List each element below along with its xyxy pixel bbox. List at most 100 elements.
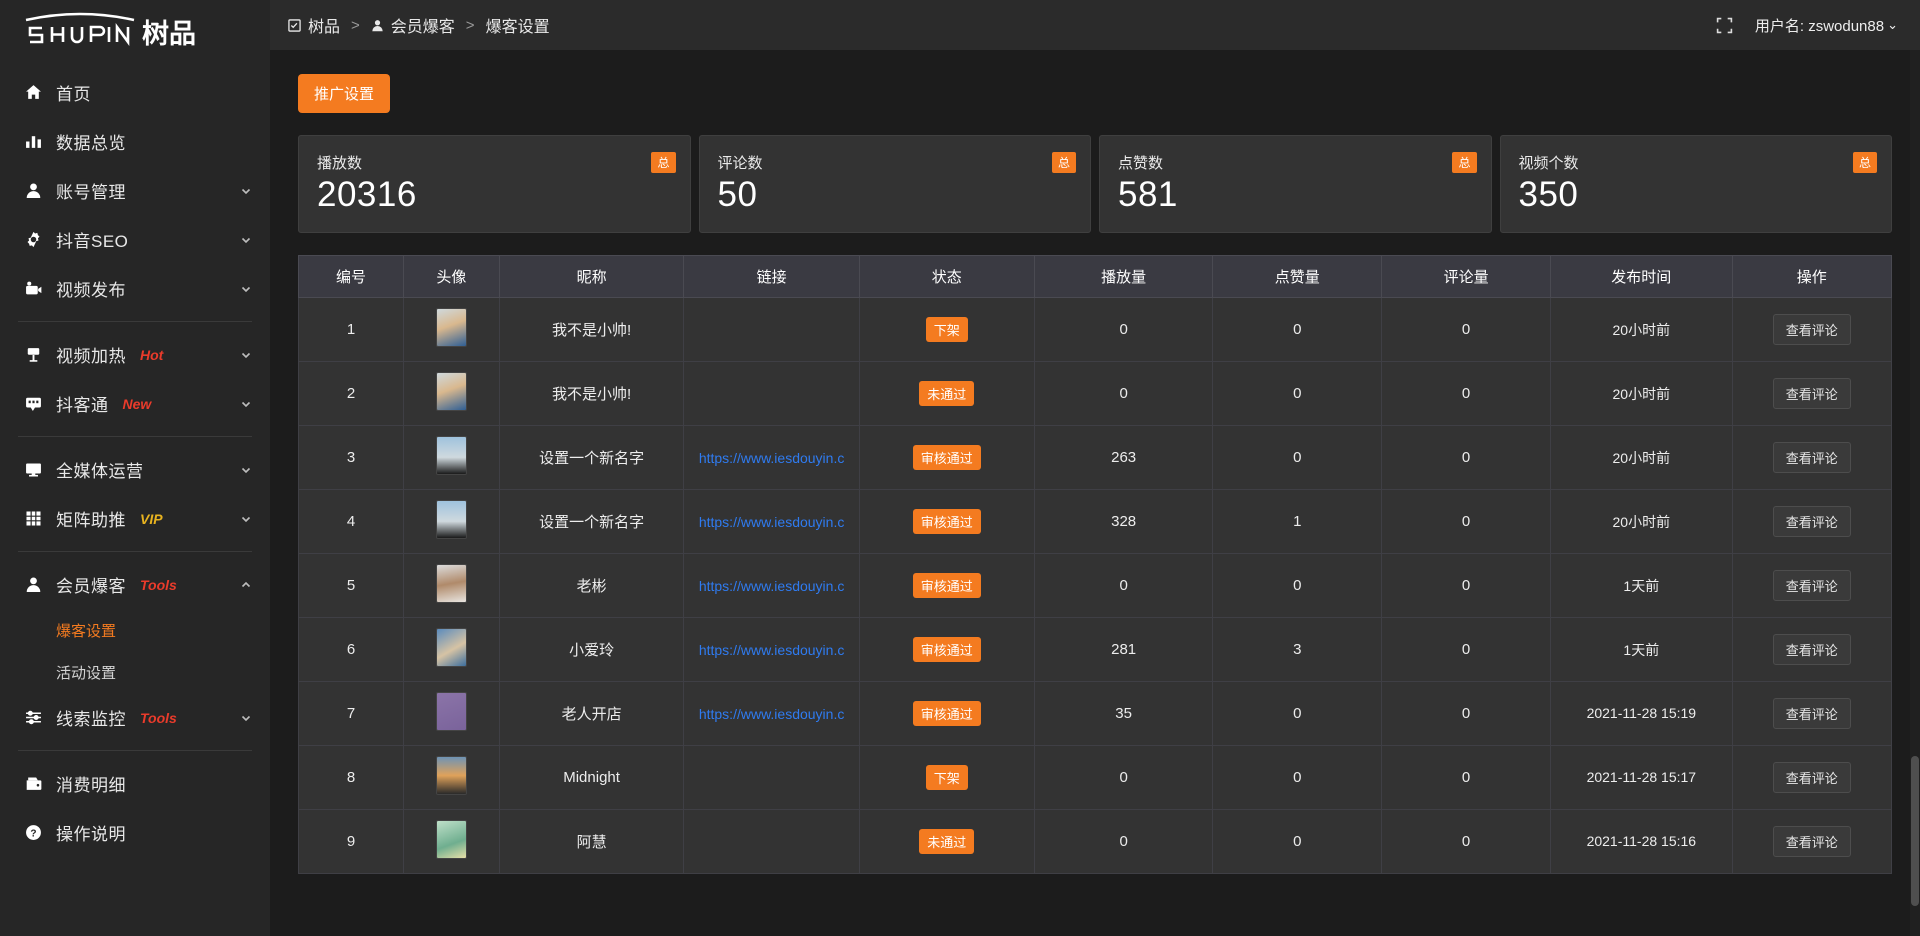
column-header-avatar[interactable]: 头像 <box>403 255 500 298</box>
cell-link[interactable]: https://www.iesdouyin.c <box>683 681 860 746</box>
user-menu[interactable]: 用户名: zswodun88 ⌄ <box>1755 15 1898 36</box>
cell-action[interactable]: 查看评论 <box>1731 297 1893 362</box>
view-comments-button[interactable]: 查看评论 <box>1772 826 1851 857</box>
cell-status: 审核通过 <box>858 425 1035 490</box>
column-header-action[interactable]: 操作 <box>1731 255 1893 298</box>
brand-logo[interactable]: 树品 <box>0 0 270 60</box>
column-header-status[interactable]: 状态 <box>858 255 1035 298</box>
sidebar-item-tag: Hot <box>140 346 164 363</box>
sidebar-subitem-activity-settings[interactable]: 活动设置 <box>0 651 270 693</box>
table-row: 4 设置一个新名字 https://www.iesdouyin.c 审核通过 328 1 0… <box>297 489 1893 554</box>
cell-action[interactable]: 查看评论 <box>1731 617 1893 682</box>
stat-card-title: 视频个数 <box>1518 155 1579 172</box>
publish-time: 20小时前 <box>1612 385 1671 402</box>
view-comments-button[interactable]: 查看评论 <box>1772 378 1851 409</box>
cell-status: 未通过 <box>858 361 1035 426</box>
stat-card-value: 50 <box>717 175 758 214</box>
video-link[interactable]: https://www.iesdouyin.c <box>698 577 845 594</box>
cell-comments: 0 <box>1381 297 1552 362</box>
home-icon <box>22 84 44 101</box>
scrollbar-thumb[interactable] <box>1911 756 1919 906</box>
breadcrumb-item-root[interactable]: 树品 <box>288 13 340 37</box>
cell-action[interactable]: 查看评论 <box>1731 425 1893 490</box>
sidebar-item-omnimedia[interactable]: 全媒体运营 <box>0 445 270 494</box>
breadcrumb-label: 树品 <box>308 19 341 36</box>
cell-avatar <box>403 425 500 490</box>
cell-plays: 0 <box>1033 809 1214 874</box>
wallet-icon <box>22 775 44 792</box>
sidebar-item-video-publish[interactable]: 视频发布 <box>0 264 270 313</box>
publish-time: 2021-11-28 15:17 <box>1586 769 1697 785</box>
cell-status: 审核通过 <box>858 553 1035 618</box>
cell-avatar <box>403 681 500 746</box>
cell-plays: 0 <box>1033 297 1214 362</box>
view-comments-button[interactable]: 查看评论 <box>1772 698 1851 729</box>
chart-bar-icon <box>22 133 44 150</box>
status-badge: 审核通过 <box>912 637 981 662</box>
stat-card-likes: 点赞数 581 总 <box>1099 135 1492 233</box>
sidebar-subitem-baoke-settings[interactable]: 爆客设置 <box>0 609 270 651</box>
view-comments-button[interactable]: 查看评论 <box>1772 570 1851 601</box>
column-header-likes[interactable]: 点赞量 <box>1212 255 1383 298</box>
sidebar-item-consumption-details[interactable]: 消费明细 <box>0 759 270 808</box>
video-link[interactable]: https://www.iesdouyin.c <box>698 705 845 722</box>
column-header-time[interactable]: 发布时间 <box>1550 255 1733 298</box>
sidebar-item-douyin-seo[interactable]: 抖音SEO <box>0 215 270 264</box>
fullscreen-icon[interactable] <box>1716 17 1733 34</box>
avatar <box>435 820 467 859</box>
cell-id: 9 <box>297 809 405 874</box>
column-header-link[interactable]: 链接 <box>683 255 860 298</box>
view-comments-button[interactable]: 查看评论 <box>1772 762 1851 793</box>
view-comments-button[interactable]: 查看评论 <box>1772 314 1851 345</box>
sidebar-item-video-boost[interactable]: 视频加热 Hot <box>0 330 270 379</box>
sidebar-item-label: 抖音SEO <box>56 232 129 251</box>
video-link[interactable]: https://www.iesdouyin.c <box>698 449 845 466</box>
publish-time: 2021-11-28 15:16 <box>1586 833 1697 849</box>
cell-link[interactable]: https://www.iesdouyin.c <box>683 617 860 682</box>
sidebar-item-member-baoke[interactable]: 会员爆客 Tools <box>0 560 270 609</box>
chevron-down-icon <box>240 185 252 197</box>
cell-likes: 3 <box>1212 617 1383 682</box>
view-comments-button[interactable]: 查看评论 <box>1772 442 1851 473</box>
sliders-icon <box>22 709 44 726</box>
stat-cards: 播放数 20316 总 评论数 50 总 点赞数 581 总 视频个数 350 <box>298 135 1892 233</box>
cell-action[interactable]: 查看评论 <box>1731 809 1893 874</box>
stat-card-plays: 播放数 20316 总 <box>298 135 691 233</box>
member-icon <box>371 19 384 32</box>
column-header-plays[interactable]: 播放量 <box>1033 255 1214 298</box>
column-header-nick[interactable]: 昵称 <box>498 255 685 298</box>
sidebar-item-instructions[interactable]: ? 操作说明 <box>0 808 270 857</box>
video-link[interactable]: https://www.iesdouyin.c <box>698 513 845 530</box>
cell-action[interactable]: 查看评论 <box>1731 745 1893 810</box>
cell-status: 审核通过 <box>858 617 1035 682</box>
promo-settings-button[interactable]: 推广设置 <box>298 74 391 113</box>
sidebar-item-home[interactable]: 首页 <box>0 68 270 117</box>
sidebar-item-lead-monitor[interactable]: 线索监控 Tools <box>0 693 270 742</box>
cell-link[interactable]: https://www.iesdouyin.c <box>683 489 860 554</box>
sidebar-item-matrix-boost[interactable]: 矩阵助推 VIP <box>0 494 270 543</box>
column-header-comments[interactable]: 评论量 <box>1381 255 1552 298</box>
status-badge: 未通过 <box>919 829 975 854</box>
table-row: 6 小爱玲 https://www.iesdouyin.c 审核通过 281 3 0 1天前 查… <box>297 617 1893 682</box>
cell-time: 20小时前 <box>1550 425 1733 490</box>
page-scrollbar[interactable] <box>1910 50 1920 936</box>
cell-action[interactable]: 查看评论 <box>1731 361 1893 426</box>
cell-action[interactable]: 查看评论 <box>1731 489 1893 554</box>
sidebar-item-data-overview[interactable]: 数据总览 <box>0 117 270 166</box>
column-header-id[interactable]: 编号 <box>297 255 405 298</box>
video-link[interactable]: https://www.iesdouyin.c <box>698 641 845 658</box>
cell-action[interactable]: 查看评论 <box>1731 681 1893 746</box>
sidebar-item-douketong[interactable]: 抖客通 New <box>0 379 270 428</box>
grid-icon <box>22 510 44 527</box>
user-icon <box>22 182 44 199</box>
view-comments-button[interactable]: 查看评论 <box>1772 634 1851 665</box>
view-comments-button[interactable]: 查看评论 <box>1772 506 1851 537</box>
cell-link[interactable]: https://www.iesdouyin.c <box>683 553 860 618</box>
sidebar-item-account-management[interactable]: 账号管理 <box>0 166 270 215</box>
cell-nick: 设置一个新名字 <box>498 425 685 490</box>
breadcrumb-item-member-baoke[interactable]: 会员爆客 <box>371 13 455 37</box>
cell-action[interactable]: 查看评论 <box>1731 553 1893 618</box>
publish-time: 20小时前 <box>1612 513 1671 530</box>
cell-link[interactable]: https://www.iesdouyin.c <box>683 425 860 490</box>
cell-avatar <box>403 617 500 682</box>
